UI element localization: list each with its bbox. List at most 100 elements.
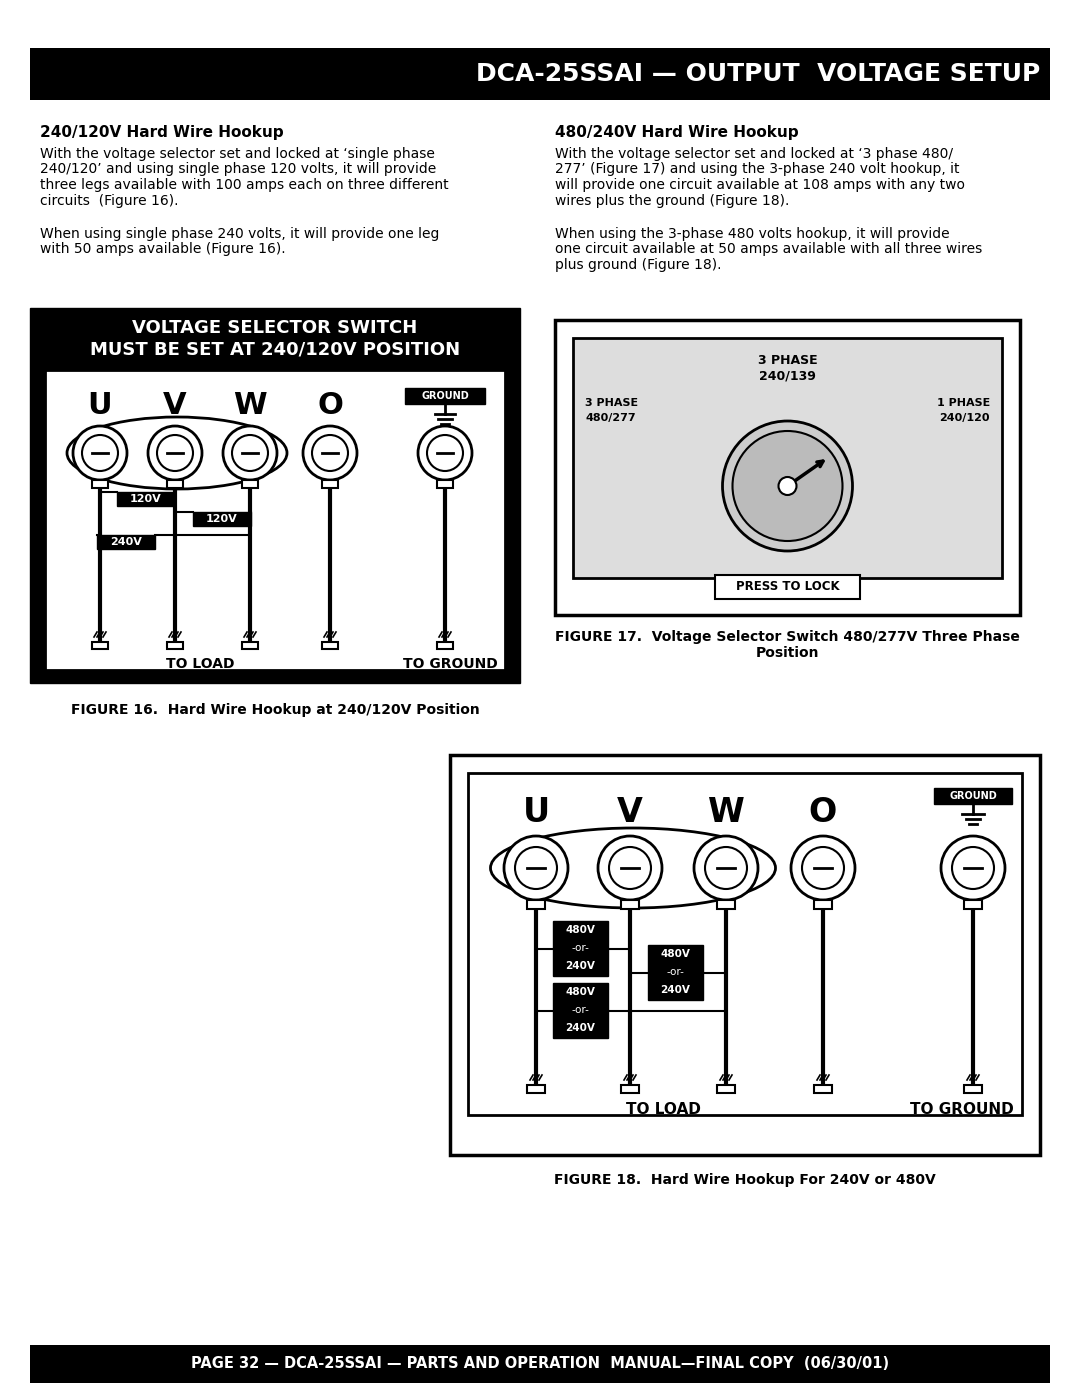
Circle shape <box>148 426 202 481</box>
Circle shape <box>609 847 651 888</box>
Bar <box>648 944 703 1000</box>
Bar <box>468 773 1022 1115</box>
Bar <box>242 643 258 650</box>
Circle shape <box>82 434 118 471</box>
Bar <box>242 481 258 488</box>
Text: TO LOAD: TO LOAD <box>625 1101 701 1116</box>
Circle shape <box>222 426 276 481</box>
Circle shape <box>732 432 842 541</box>
Text: GROUND: GROUND <box>949 791 997 800</box>
Text: 480V: 480V <box>566 988 595 997</box>
Bar <box>964 900 982 909</box>
Circle shape <box>694 835 758 900</box>
Bar <box>322 643 338 650</box>
Bar <box>167 481 183 488</box>
Circle shape <box>73 426 127 481</box>
Text: U: U <box>523 796 550 830</box>
Bar <box>527 1085 545 1092</box>
Circle shape <box>705 847 747 888</box>
Text: -or-: -or- <box>666 967 685 977</box>
Bar <box>814 1085 832 1092</box>
Text: with 50 amps available (Figure 16).: with 50 amps available (Figure 16). <box>40 243 285 257</box>
Text: one circuit available at 50 amps available with all three wires: one circuit available at 50 amps availab… <box>555 243 982 257</box>
Circle shape <box>723 420 852 550</box>
Text: DCA-25SSAI — OUTPUT  VOLTAGE SETUP: DCA-25SSAI — OUTPUT VOLTAGE SETUP <box>476 61 1040 87</box>
Bar <box>45 370 505 671</box>
Circle shape <box>515 847 557 888</box>
Bar <box>30 307 519 683</box>
Bar <box>553 983 608 1038</box>
Bar <box>527 900 545 909</box>
Text: 240/120: 240/120 <box>940 414 990 423</box>
Text: MUST BE SET AT 240/120V POSITION: MUST BE SET AT 240/120V POSITION <box>90 341 460 359</box>
Text: 3 PHASE: 3 PHASE <box>758 353 818 366</box>
Bar <box>573 338 1002 578</box>
Text: V: V <box>617 796 643 830</box>
Text: With the voltage selector set and locked at ‘3 phase 480/: With the voltage selector set and locked… <box>555 147 953 161</box>
Bar <box>92 643 108 650</box>
Text: GROUND: GROUND <box>421 391 469 401</box>
Text: 240V: 240V <box>566 961 595 971</box>
Text: FIGURE 18.  Hard Wire Hookup For 240V or 480V: FIGURE 18. Hard Wire Hookup For 240V or … <box>554 1173 936 1187</box>
Bar <box>814 900 832 909</box>
Text: 3 PHASE: 3 PHASE <box>585 398 638 408</box>
Bar <box>553 921 608 977</box>
Circle shape <box>791 835 855 900</box>
Circle shape <box>504 835 568 900</box>
Text: 480/240V Hard Wire Hookup: 480/240V Hard Wire Hookup <box>555 124 798 140</box>
Text: When using the 3-phase 480 volts hookup, it will provide: When using the 3-phase 480 volts hookup,… <box>555 226 949 242</box>
Circle shape <box>802 847 843 888</box>
Bar <box>97 535 156 549</box>
Text: VOLTAGE SELECTOR SWITCH: VOLTAGE SELECTOR SWITCH <box>133 319 418 337</box>
Bar <box>30 47 1050 101</box>
Bar <box>30 1345 1050 1383</box>
Circle shape <box>779 476 797 495</box>
Text: FIGURE 17.  Voltage Selector Switch 480/277V Three Phase
Position: FIGURE 17. Voltage Selector Switch 480/2… <box>555 630 1020 661</box>
Text: O: O <box>809 796 837 830</box>
Bar <box>621 1085 639 1092</box>
Text: -or-: -or- <box>571 1004 590 1016</box>
Text: 240/120V Hard Wire Hookup: 240/120V Hard Wire Hookup <box>40 124 284 140</box>
Bar <box>717 1085 735 1092</box>
Text: W: W <box>233 391 267 419</box>
Bar <box>437 481 453 488</box>
Text: 240/139: 240/139 <box>759 369 815 383</box>
Text: TO LOAD: TO LOAD <box>165 657 234 671</box>
Text: With the voltage selector set and locked at ‘single phase: With the voltage selector set and locked… <box>40 147 435 161</box>
Text: When using single phase 240 volts, it will provide one leg: When using single phase 240 volts, it wi… <box>40 226 440 242</box>
Bar <box>715 576 860 599</box>
Text: 1 PHASE: 1 PHASE <box>936 398 990 408</box>
Text: 480V: 480V <box>566 925 595 935</box>
Circle shape <box>427 434 463 471</box>
Circle shape <box>951 847 994 888</box>
Text: will provide one circuit available at 108 amps with any two: will provide one circuit available at 10… <box>555 177 966 191</box>
Text: 120V: 120V <box>206 514 238 524</box>
Circle shape <box>232 434 268 471</box>
Bar <box>167 643 183 650</box>
Text: 240V: 240V <box>110 536 141 548</box>
Text: circuits  (Figure 16).: circuits (Figure 16). <box>40 194 178 208</box>
Bar <box>555 320 1020 615</box>
Text: plus ground (Figure 18).: plus ground (Figure 18). <box>555 258 721 272</box>
Circle shape <box>312 434 348 471</box>
Bar <box>437 643 453 650</box>
Bar <box>322 481 338 488</box>
Bar <box>934 788 1012 805</box>
Bar <box>92 481 108 488</box>
Bar <box>717 900 735 909</box>
Text: 240/120’ and using single phase 120 volts, it will provide: 240/120’ and using single phase 120 volt… <box>40 162 436 176</box>
Text: 480/277: 480/277 <box>585 414 636 423</box>
Text: V: V <box>163 391 187 419</box>
Text: PAGE 32 — DCA-25SSAI — PARTS AND OPERATION  MANUAL—FINAL COPY  (06/30/01): PAGE 32 — DCA-25SSAI — PARTS AND OPERATI… <box>191 1356 889 1372</box>
Bar <box>117 492 175 506</box>
Text: 240V: 240V <box>566 1023 595 1032</box>
Bar <box>193 511 251 527</box>
Text: U: U <box>87 391 112 419</box>
Bar <box>450 754 1040 1155</box>
Circle shape <box>418 426 472 481</box>
Text: 120V: 120V <box>130 495 162 504</box>
Circle shape <box>941 835 1005 900</box>
Bar <box>964 1085 982 1092</box>
Text: W: W <box>707 796 744 830</box>
Circle shape <box>598 835 662 900</box>
